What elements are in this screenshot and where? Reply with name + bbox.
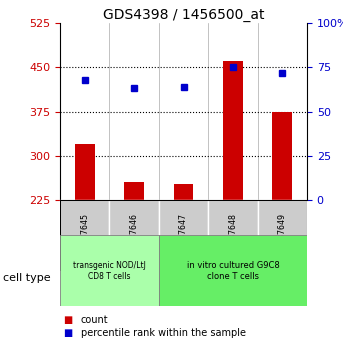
Text: ■: ■ bbox=[63, 328, 73, 338]
Bar bbox=[258, 200, 307, 271]
Bar bbox=[124, 182, 144, 200]
Bar bbox=[272, 112, 292, 200]
Text: in vitro cultured G9C8
clone T cells: in vitro cultured G9C8 clone T cells bbox=[187, 261, 279, 280]
Bar bbox=[223, 61, 243, 200]
Text: transgenic NOD/LtJ
CD8 T cells: transgenic NOD/LtJ CD8 T cells bbox=[73, 261, 146, 280]
Text: percentile rank within the sample: percentile rank within the sample bbox=[81, 328, 246, 338]
Text: cell type: cell type bbox=[3, 273, 51, 283]
Bar bbox=[75, 144, 95, 200]
Title: GDS4398 / 1456500_at: GDS4398 / 1456500_at bbox=[103, 8, 264, 22]
Text: GSM787649: GSM787649 bbox=[278, 213, 287, 258]
Text: GSM787646: GSM787646 bbox=[130, 213, 139, 258]
Text: GSM787645: GSM787645 bbox=[80, 213, 89, 258]
Bar bbox=[208, 200, 258, 271]
Text: ■: ■ bbox=[63, 315, 73, 325]
Bar bbox=[109, 200, 159, 271]
Text: count: count bbox=[81, 315, 108, 325]
Bar bbox=[159, 200, 208, 271]
Bar bbox=[60, 235, 159, 306]
Text: GSM787647: GSM787647 bbox=[179, 213, 188, 258]
Bar bbox=[159, 235, 307, 306]
Text: GSM787648: GSM787648 bbox=[228, 213, 237, 258]
Bar bbox=[60, 200, 109, 271]
Bar bbox=[174, 184, 193, 200]
